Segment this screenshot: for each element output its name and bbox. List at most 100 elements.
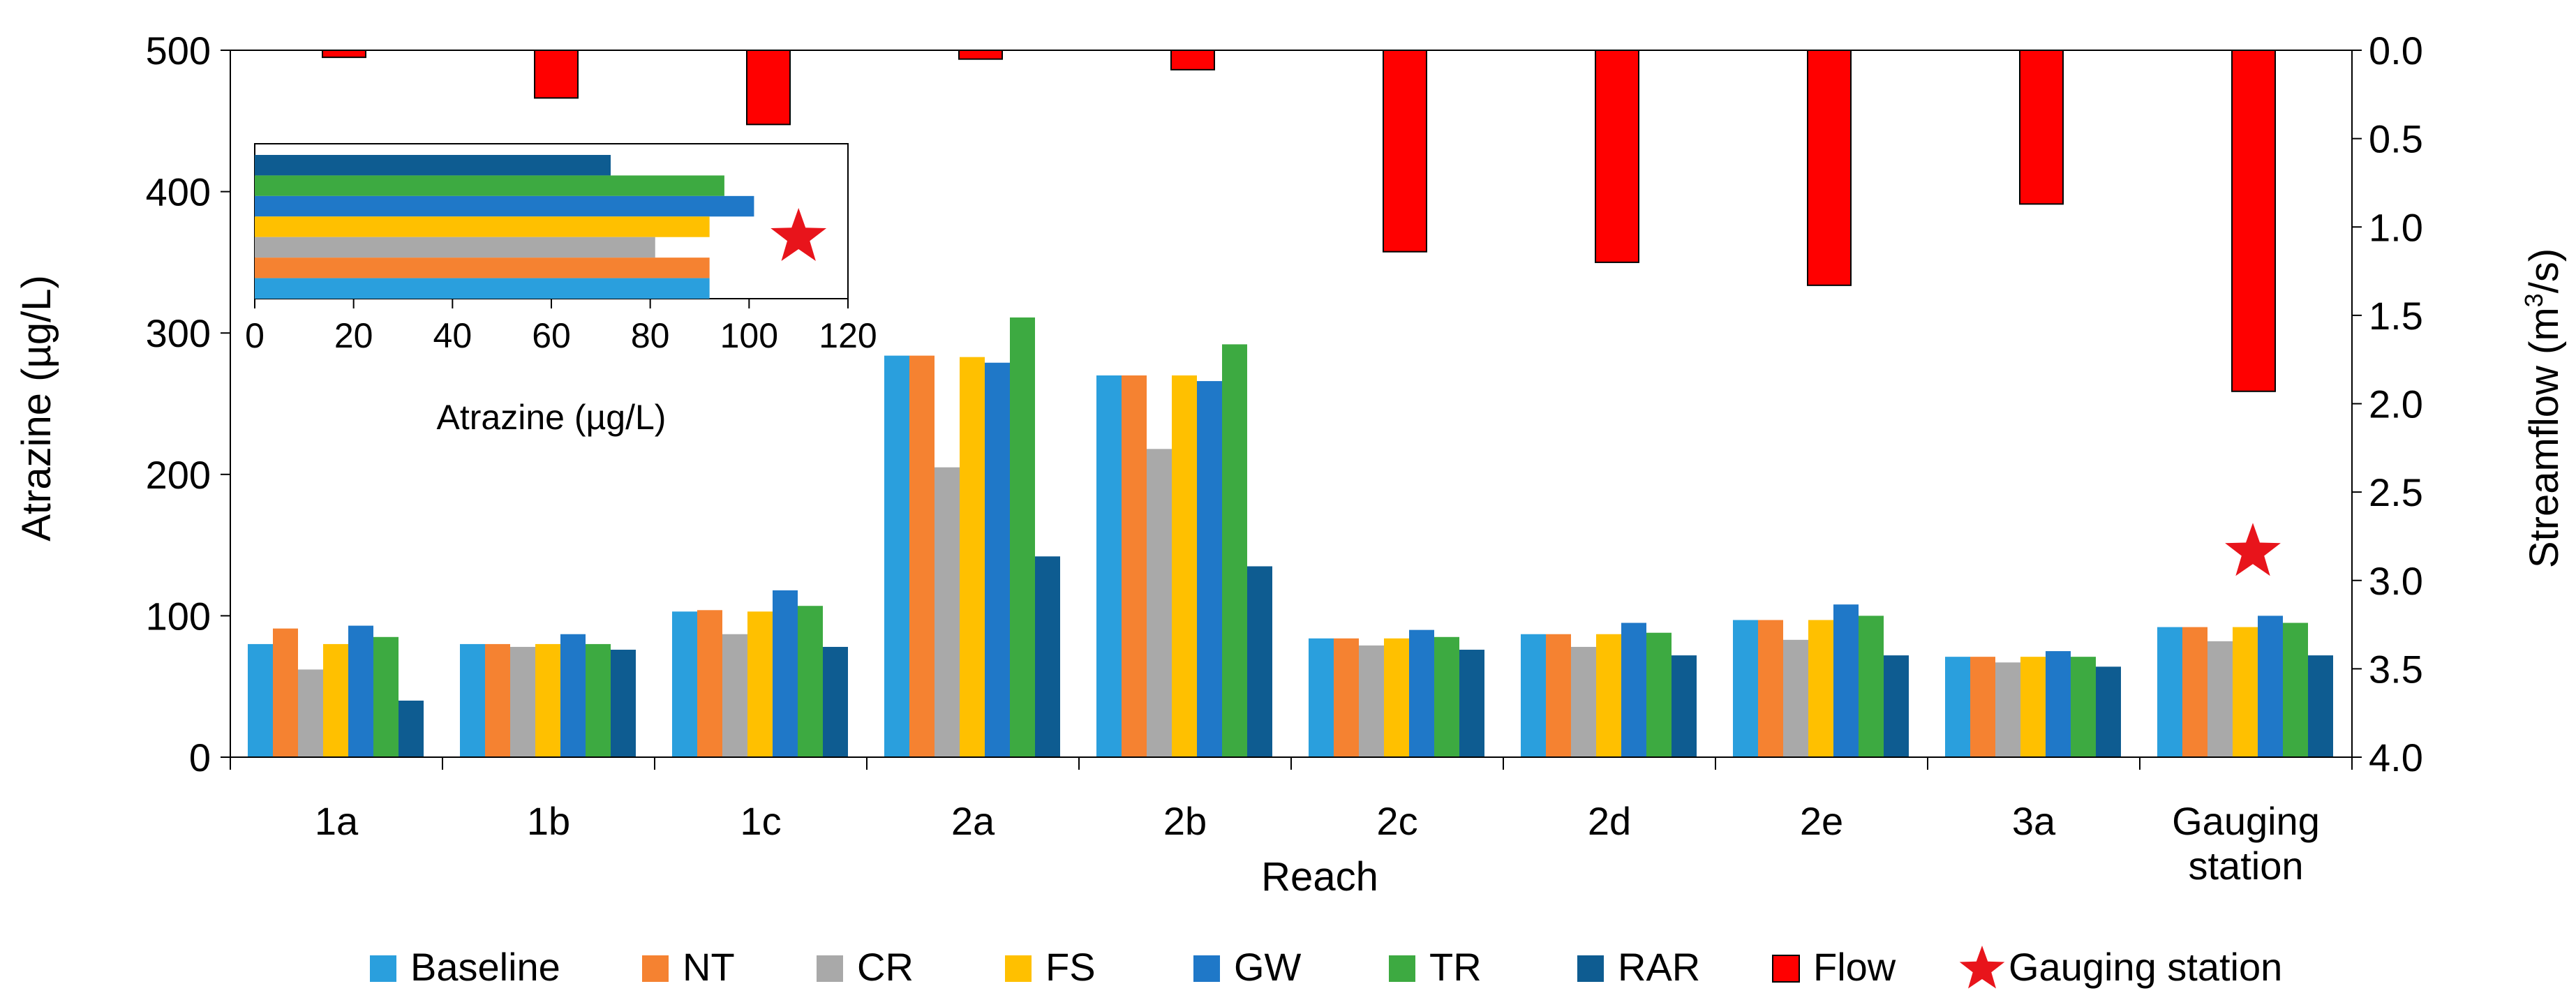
x-tick-label: Gauging <box>2172 799 2320 843</box>
bar-tr-gauging-station <box>2283 622 2308 757</box>
x-tick-label: 2e <box>1800 799 1843 843</box>
bar-fs-2b <box>1172 375 1197 757</box>
bar-cr-2b <box>1147 449 1172 757</box>
legend-star-icon <box>1959 946 2005 989</box>
bar-nt-2c <box>1334 638 1359 757</box>
bar-fs-2e <box>1808 620 1833 757</box>
bar-gw-1a <box>348 625 373 757</box>
bar-tr-3a <box>2071 657 2096 757</box>
flow-bar-2e <box>1807 50 1852 286</box>
flow-bar-gauging-station <box>2231 50 2276 392</box>
y2-axis-title: Streamflow (m3/s) <box>2519 248 2567 568</box>
bar-tr-1c <box>798 606 823 757</box>
bar-fs-2d <box>1596 634 1621 757</box>
flow-bar-2c <box>1383 50 1427 253</box>
y2-tick-label: 0.0 <box>2369 29 2423 73</box>
x-tick-label: 3a <box>2012 799 2056 843</box>
flow-bar-2a <box>958 50 1003 60</box>
bar-rar-1a <box>399 700 424 757</box>
legend: Baseline NT CR FS GW TR RAR Flow Gauging station <box>370 945 2282 989</box>
bar-gw-gauging-station <box>2258 616 2283 757</box>
bar-cr-2d <box>1571 646 1596 757</box>
y2-axis-title-sup: 3 <box>2519 293 2548 307</box>
bar-rar-1b <box>611 650 636 757</box>
y2-tick-label: 3.0 <box>2369 559 2423 603</box>
legend-label-gw: GW <box>1234 945 1302 989</box>
y-tick-label: 500 <box>146 29 211 73</box>
bar-baseline-gauging-station <box>2157 627 2182 757</box>
y2-tick-label: 1.0 <box>2369 205 2423 249</box>
legend-label-baseline: Baseline <box>410 945 560 989</box>
bar-cr-2e <box>1783 639 1808 757</box>
inset-x-tick-label: 0 <box>245 316 265 355</box>
flow-bar-3a <box>2019 50 2064 205</box>
bar-tr-2e <box>1859 616 1884 757</box>
bar-nt-3a <box>1970 657 1995 757</box>
y-tick-label: 300 <box>146 311 211 355</box>
bar-rar-2b <box>1247 566 1272 757</box>
bar-cr-2a <box>935 467 960 757</box>
legend-swatch-gw <box>1193 955 1220 982</box>
flow-bar-2b <box>1170 50 1215 70</box>
x-axis-title: Reach <box>1261 854 1378 900</box>
bar-tr-2c <box>1434 636 1459 757</box>
bar-fs-3a <box>2020 657 2046 757</box>
legend-swatch-baseline <box>370 955 396 982</box>
bar-fs-1c <box>747 611 773 757</box>
bar-rar-2a <box>1035 556 1060 757</box>
main-bars-layer <box>248 317 2333 758</box>
inset-x-axis-title: Atrazine (µg/L) <box>437 398 667 437</box>
y2-tick-label: 3.5 <box>2369 647 2423 691</box>
legend-label-nt: NT <box>683 945 735 989</box>
legend-label-cr: CR <box>857 945 914 989</box>
legend-swatch-cr <box>817 955 843 982</box>
x-tick-label: 2b <box>1163 799 1207 843</box>
bar-nt-2e <box>1758 620 1783 757</box>
bar-nt-2b <box>1122 375 1147 757</box>
legend-label-flow: Flow <box>1813 945 1896 989</box>
legend-swatch-tr <box>1389 955 1415 982</box>
bar-gw-2a <box>985 362 1010 757</box>
bar-gw-1b <box>560 634 586 757</box>
bar-tr-2d <box>1646 632 1672 757</box>
inset-gauging-station-star <box>770 208 827 261</box>
y2-axis-title-end: /s) <box>2522 248 2567 293</box>
x-tick-label: 1b <box>527 799 570 843</box>
bar-tr-2a <box>1010 317 1035 757</box>
legend-label-fs: FS <box>1045 945 1096 989</box>
bar-gw-2e <box>1833 604 1859 757</box>
bar-gw-2b <box>1197 381 1222 757</box>
bar-fs-1b <box>535 643 560 757</box>
y-tick-label: 100 <box>146 594 211 638</box>
inset-x-tick-label: 40 <box>433 316 472 355</box>
bar-baseline-1a <box>248 643 273 757</box>
bar-rar-2e <box>1884 655 1909 757</box>
y2-tick-label: 0.5 <box>2369 117 2423 161</box>
bar-nt-gauging-station <box>2182 627 2208 757</box>
bar-tr-2b <box>1222 344 1247 758</box>
bar-gw-1c <box>773 590 798 757</box>
bar-fs-gauging-station <box>2233 627 2258 757</box>
flow-bar-1c <box>746 50 791 126</box>
bar-nt-1c <box>697 610 722 757</box>
bar-rar-2c <box>1459 650 1484 757</box>
bar-nt-1a <box>273 628 298 757</box>
y2-tick-label: 2.0 <box>2369 382 2423 426</box>
legend-label-tr: TR <box>1429 945 1482 989</box>
bar-baseline-1c <box>672 611 697 757</box>
inset-x-tick-label: 120 <box>819 316 877 355</box>
y2-tick-label: 4.0 <box>2369 736 2423 780</box>
inset-bar-cr <box>255 237 655 258</box>
bar-cr-3a <box>1995 662 2020 757</box>
legend-swatch-flow <box>1772 955 1800 983</box>
bar-rar-2d <box>1672 655 1697 757</box>
bar-fs-2a <box>960 357 985 758</box>
legend-swatch-nt <box>642 955 669 982</box>
bar-baseline-2b <box>1096 375 1122 757</box>
inset-bar-baseline <box>255 278 710 299</box>
bar-baseline-1b <box>460 643 485 757</box>
bar-rar-3a <box>2096 666 2121 757</box>
inset-bar-rar <box>255 155 611 176</box>
x-tick-label: station <box>2189 844 2304 888</box>
